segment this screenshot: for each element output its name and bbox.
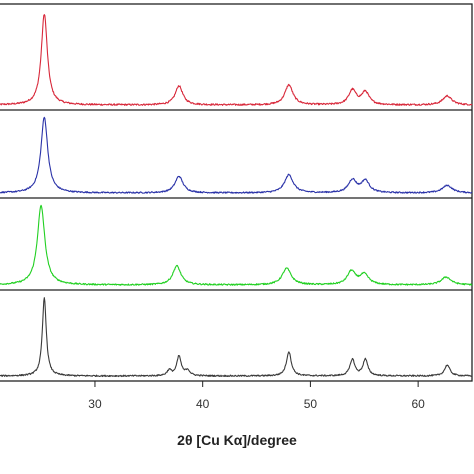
x-tick-label: 40: [196, 397, 210, 411]
x-tick-label: 60: [411, 397, 425, 411]
series-line-3: [0, 204, 473, 286]
x-tick-label: 50: [304, 397, 318, 411]
x-axis: 30 40 50 60: [88, 381, 425, 411]
series-layer: [0, 14, 473, 378]
series-line-4: [0, 297, 473, 378]
series-line-1: [0, 14, 473, 106]
series-line-2: [0, 116, 473, 194]
x-axis-title: 2θ [Cu Kα]/degree: [177, 432, 297, 448]
x-tick-label: 30: [88, 397, 102, 411]
